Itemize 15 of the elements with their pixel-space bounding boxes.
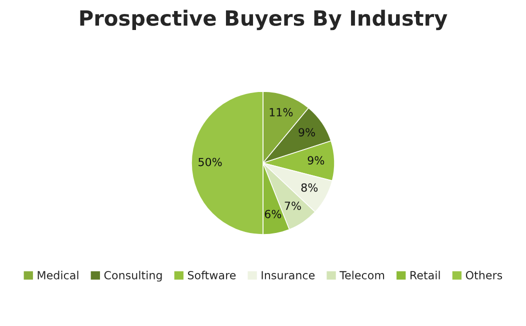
data-label: 50% (198, 158, 222, 166)
legend-label: Telecom (340, 270, 384, 280)
legend-label: Others (466, 270, 502, 280)
legend-label: Consulting (104, 270, 162, 282)
chart-title: Prospective Buyers By Industry (80, 10, 448, 30)
legend-label: Software (188, 270, 236, 280)
legend-label: Insurance (262, 271, 315, 280)
data-label: 9% (298, 128, 315, 136)
data-label: 6% (264, 210, 282, 218)
data-label: 7% (284, 202, 301, 210)
legend-label: Medical (38, 270, 78, 280)
legend-label: Retail (410, 270, 440, 280)
data-label: 9% (308, 156, 324, 165)
data-label: 8% (301, 183, 318, 192)
data-label: 11% (270, 108, 293, 116)
